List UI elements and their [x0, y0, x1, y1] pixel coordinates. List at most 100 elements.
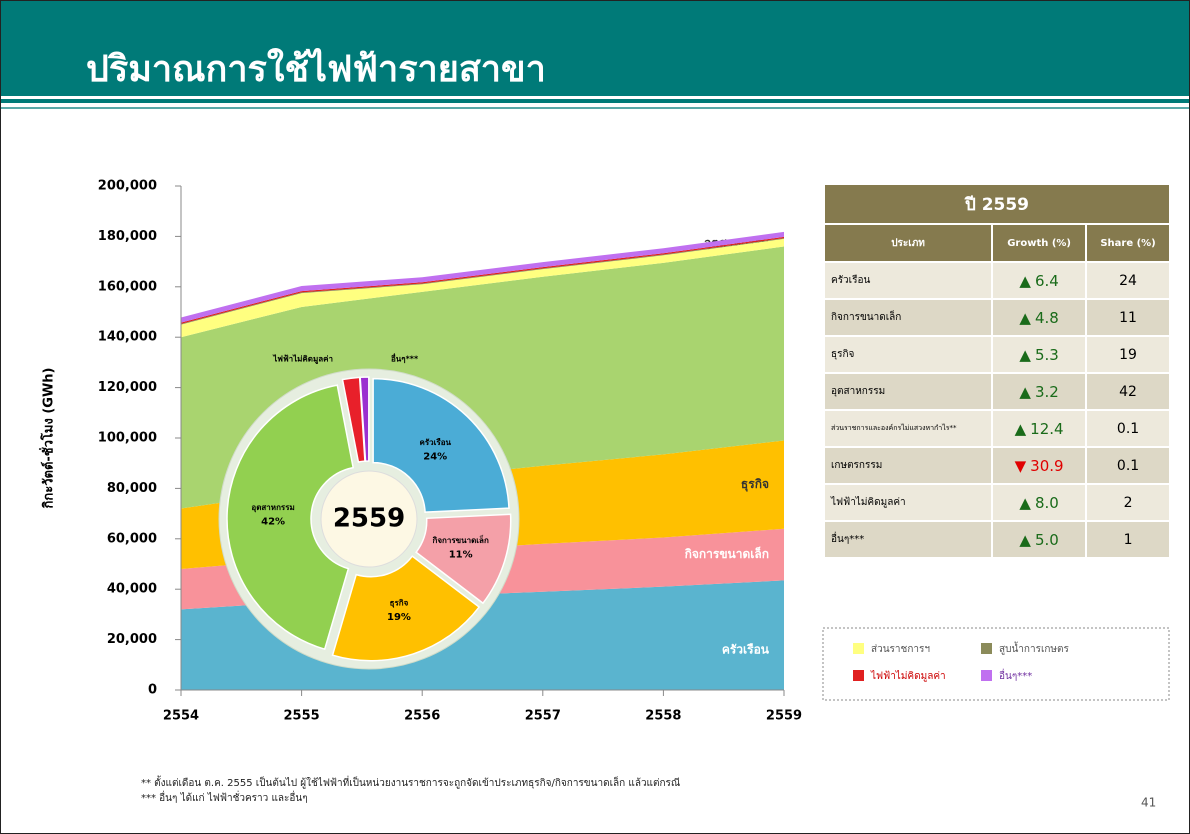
area — [181, 238, 784, 338]
pie-label: ไฟฟ้าไม่คิดมูลค่า — [272, 354, 333, 365]
table-title-row: ปี 2559 — [825, 185, 1169, 223]
growth-arrow: ▲ — [1019, 493, 1031, 512]
legend-box — [822, 627, 1170, 701]
table-row: ธุรกิจ ▲ 5.3 19 — [825, 337, 1169, 372]
pie-label: อุตสาหกรรม — [251, 503, 294, 513]
table-cell: 11 — [1085, 300, 1169, 335]
y-tick-label: 20,000 — [107, 632, 157, 647]
legend-swatch — [853, 643, 864, 654]
table-cell: 0.1 — [1085, 411, 1169, 446]
pie-slice — [372, 377, 510, 513]
y-tick-label: 60,000 — [107, 531, 157, 546]
pie-slice — [359, 376, 370, 462]
x-tick-label: 2554 — [163, 709, 199, 724]
table-cell: 2 — [1085, 485, 1169, 520]
table-row: ครัวเรือน ▲ 6.4 24 — [825, 263, 1169, 298]
legend-label: ส่วนราชการฯ — [871, 644, 930, 655]
pie-label: ครัวเรือน — [420, 437, 452, 447]
table-cell: 19 — [1085, 337, 1169, 372]
legend-swatch — [853, 670, 864, 681]
x-tick-label: 2558 — [645, 709, 681, 724]
pie-label: กิจการขนาดเล็ก — [432, 534, 489, 545]
table-header: Share (%) — [1085, 225, 1169, 261]
table-cell: ▼ 30.9 — [991, 448, 1086, 483]
footnote: ** ตั้งแต่เดือน ต.ค. 2555 เป็นต้นไป ผู้ใ… — [141, 778, 681, 789]
header-rule — [1, 107, 1189, 109]
table-cell: อุตสาหกรรม — [825, 374, 992, 409]
growth-value: 12.4 — [1030, 419, 1064, 438]
table-row: กิจการขนาดเล็ก ▲ 4.8 11 — [825, 300, 1169, 335]
table-row: อื่นๆ*** ▲ 5.0 1 — [825, 522, 1169, 557]
table-header: Growth (%) — [991, 225, 1086, 261]
pie-value-label: 11% — [449, 550, 473, 561]
table-cell: ครัวเรือน — [825, 263, 992, 298]
page-title: ปริมาณการใช้ไฟฟ้ารายสาขา — [86, 47, 546, 90]
x-tick-label: 2557 — [525, 709, 561, 724]
y-tick-label: 200,000 — [98, 179, 157, 194]
growth-value: 5.3 — [1034, 345, 1059, 364]
pie-center-label: 2559 — [333, 504, 405, 534]
area-label: ธุรกิจ — [741, 477, 769, 492]
legend-swatch — [981, 643, 992, 654]
table-row: อุตสาหกรรม ▲ 3.2 42 — [825, 374, 1169, 409]
growth-arrow: ▲ — [1019, 530, 1031, 549]
table-cell: 42 — [1085, 374, 1169, 409]
y-tick-label: 40,000 — [107, 582, 157, 597]
table-cell: ▲ 4.8 — [991, 300, 1086, 335]
area — [181, 231, 784, 323]
table-cell: เกษตรกรรม — [825, 448, 992, 483]
x-tick-label: 2556 — [404, 709, 440, 724]
area — [181, 238, 784, 325]
footnote: *** อื่นๆ ได้แก่ ไฟฟ้าชั่วคราว และอื่นๆ — [141, 793, 308, 804]
table-row: เกษตรกรรม ▼ 30.9 0.1 — [825, 448, 1169, 483]
legend-label: ไฟฟ้าไม่คิดมูลค่า — [870, 670, 946, 682]
growth-value: 3.2 — [1034, 382, 1059, 401]
pie-label: อื่นๆ*** — [391, 353, 419, 364]
pie-value-label: 42% — [261, 516, 285, 527]
pie-label: ธุรกิจ — [390, 599, 409, 609]
y-tick-label: 120,000 — [98, 380, 157, 395]
growth-arrow: ▲ — [1019, 345, 1031, 364]
pie-value-label: 19% — [387, 612, 411, 623]
growth-value: 4.8 — [1034, 308, 1059, 327]
table: ปี 2559 ประเภท Growth (%) Share (%) ครัวเรือ… — [825, 183, 1169, 559]
growth-arrow: ▲ — [1019, 308, 1031, 327]
y-tick-label: 140,000 — [98, 330, 157, 345]
growth-value: 8.0 — [1034, 493, 1059, 512]
table-cell: ▲ 8.0 — [991, 485, 1086, 520]
table-cell: 0.1 — [1085, 448, 1169, 483]
growth-value: 5.0 — [1034, 530, 1059, 549]
y-axis-title: กิกะวัตต์-ชั่วโมง (GWh) — [39, 367, 57, 508]
y-tick-label: 160,000 — [98, 279, 157, 294]
table-cell: กิจการขนาดเล็ก — [825, 300, 992, 335]
table-cell: ธุรกิจ — [825, 337, 992, 372]
x-tick-label: 2559 — [766, 709, 802, 724]
table-cell: อื่นๆ*** — [825, 522, 992, 557]
growth-arrow: ▲ — [1014, 419, 1027, 438]
y-tick-label: 100,000 — [98, 431, 157, 446]
table-row: ไฟฟ้าไม่คิดมูลค่า ▲ 8.0 2 — [825, 485, 1169, 520]
table-header: ประเภท — [825, 225, 992, 261]
table-cell: ส่วนราชการและองค์กรไม่แสวงหากำไร** — [825, 411, 992, 446]
table-cell: ▲ 6.4 — [991, 263, 1086, 298]
growth-value: 6.4 — [1034, 271, 1059, 290]
table-cell: ไฟฟ้าไม่คิดมูลค่า — [825, 485, 992, 520]
growth-arrow: ▼ — [1014, 456, 1027, 475]
table-title: ปี 2559 — [825, 185, 1169, 223]
y-tick-label: 80,000 — [107, 481, 157, 496]
x-tick-label: 2555 — [284, 709, 320, 724]
table-cell: ▲ 12.4 — [991, 411, 1086, 446]
pie-slice — [415, 513, 512, 605]
pie-center — [320, 470, 418, 568]
y-tick-label: 180,000 — [98, 229, 157, 244]
table-cell: 24 — [1085, 263, 1169, 298]
growth-value: 30.9 — [1030, 456, 1064, 475]
y-tick-label: 0 — [148, 683, 157, 698]
table-cell: ▲ 3.2 — [991, 374, 1086, 409]
area-label: ครัวเรือน — [722, 643, 770, 657]
legend-label: สูบน้ำการเกษตร — [999, 641, 1070, 655]
legend-swatch — [981, 670, 992, 681]
pie-value-label: 24% — [423, 452, 447, 463]
